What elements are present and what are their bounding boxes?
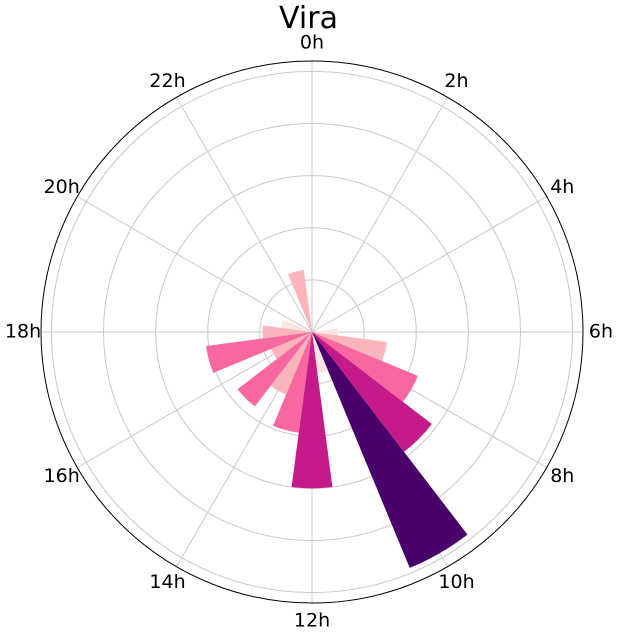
theta-tick-label: 16h: [44, 465, 80, 487]
bar-hour-13: [273, 332, 312, 433]
bar-hour-17: [206, 332, 312, 373]
theta-grid-line-4h: [311, 196, 547, 333]
theta-tick-label: 12h: [294, 610, 330, 632]
theta-tick-label: 4h: [550, 176, 574, 198]
bar-hour-9: [312, 332, 432, 452]
bar-hour-7: [312, 332, 387, 361]
bars-layer: [206, 269, 468, 568]
bar-hour-19: [280, 320, 312, 332]
theta-grid-line-16h: [77, 331, 313, 468]
labels-layer: 0h 2h 4h 6h 8h 10h 12h 14h 16h 18h 20h 22h: [5, 32, 613, 632]
theta-grid-line-22h: [176, 97, 313, 333]
theta-tick-label: 6h: [589, 321, 613, 343]
bar-hour-18: [262, 325, 312, 339]
bar-hour-11: [312, 332, 328, 374]
bar-hour-10: [312, 332, 468, 568]
theta-tick-label: 14h: [149, 571, 185, 593]
bar-hour-6: [312, 328, 339, 336]
theta-tick-label: 20h: [44, 176, 80, 198]
theta-grid-line-20h: [77, 196, 313, 333]
theta-tick-label: 0h: [300, 32, 324, 54]
bar-hour-12: [291, 332, 333, 489]
bar-hour-8: [312, 332, 418, 402]
bar-hour-14: [270, 332, 312, 395]
theta-grid-line-2h: [311, 97, 448, 333]
bar-hour-15: [237, 332, 312, 407]
theta-tick-label: 2h: [444, 70, 468, 92]
theta-tick-label: 10h: [438, 571, 474, 593]
outer-frame: [40, 60, 584, 604]
bar-hour-23: [288, 269, 312, 332]
chart-title: Vira: [279, 1, 338, 36]
theta-tick-label: 18h: [5, 321, 41, 343]
theta-tick-label: 8h: [550, 465, 574, 487]
bar-hour-16: [271, 332, 312, 359]
theta-tick-label: 22h: [149, 70, 185, 92]
